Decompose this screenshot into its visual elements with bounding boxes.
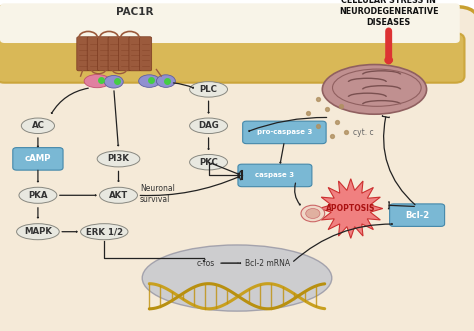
Text: cAMP: cAMP xyxy=(25,154,51,164)
Ellipse shape xyxy=(81,224,128,240)
Text: Bcl-2 mRNA: Bcl-2 mRNA xyxy=(245,259,291,268)
FancyBboxPatch shape xyxy=(139,37,152,71)
FancyBboxPatch shape xyxy=(108,37,120,71)
Text: MAPK: MAPK xyxy=(24,227,52,236)
FancyBboxPatch shape xyxy=(87,37,100,71)
Text: PI3K: PI3K xyxy=(108,154,129,164)
FancyBboxPatch shape xyxy=(0,7,474,331)
Ellipse shape xyxy=(21,118,55,133)
Text: Bcl-2: Bcl-2 xyxy=(405,211,429,220)
Text: Neuronal
survival: Neuronal survival xyxy=(140,184,175,204)
Text: PKC: PKC xyxy=(199,158,218,167)
Text: DAG: DAG xyxy=(198,121,219,130)
Ellipse shape xyxy=(190,118,228,133)
Text: PAC1R: PAC1R xyxy=(116,7,154,17)
Text: cyt. c: cyt. c xyxy=(353,128,374,137)
Text: ERK 1/2: ERK 1/2 xyxy=(86,227,123,236)
Ellipse shape xyxy=(156,75,175,87)
FancyBboxPatch shape xyxy=(98,37,110,71)
Polygon shape xyxy=(319,179,383,238)
FancyBboxPatch shape xyxy=(77,37,89,71)
Text: PKA: PKA xyxy=(28,191,48,200)
Ellipse shape xyxy=(190,82,228,97)
Text: PLC: PLC xyxy=(200,85,218,94)
Text: AC: AC xyxy=(31,121,45,130)
Ellipse shape xyxy=(97,151,140,167)
FancyBboxPatch shape xyxy=(243,121,326,144)
Circle shape xyxy=(306,209,320,218)
Ellipse shape xyxy=(322,65,427,114)
FancyBboxPatch shape xyxy=(238,164,312,187)
FancyBboxPatch shape xyxy=(390,204,445,226)
Ellipse shape xyxy=(100,187,137,203)
FancyBboxPatch shape xyxy=(13,148,63,170)
Text: pro-caspase 3: pro-caspase 3 xyxy=(257,129,312,135)
Ellipse shape xyxy=(190,155,228,170)
Text: APOPTOSIS: APOPTOSIS xyxy=(326,204,375,213)
Text: AKT: AKT xyxy=(109,191,128,200)
Ellipse shape xyxy=(19,187,57,203)
FancyBboxPatch shape xyxy=(118,37,131,71)
Text: c-fos: c-fos xyxy=(197,259,215,268)
FancyBboxPatch shape xyxy=(129,37,141,71)
Text: CELLULAR STRESS IN
NEURODEGENERATIVE
DISEASES: CELLULAR STRESS IN NEURODEGENERATIVE DIS… xyxy=(339,0,438,27)
Text: caspase 3: caspase 3 xyxy=(255,172,294,178)
Ellipse shape xyxy=(142,245,332,311)
Ellipse shape xyxy=(104,75,123,88)
Ellipse shape xyxy=(84,74,110,88)
Ellipse shape xyxy=(17,224,59,240)
FancyBboxPatch shape xyxy=(0,33,465,83)
FancyBboxPatch shape xyxy=(0,3,460,43)
Circle shape xyxy=(301,205,325,222)
Ellipse shape xyxy=(138,75,160,87)
